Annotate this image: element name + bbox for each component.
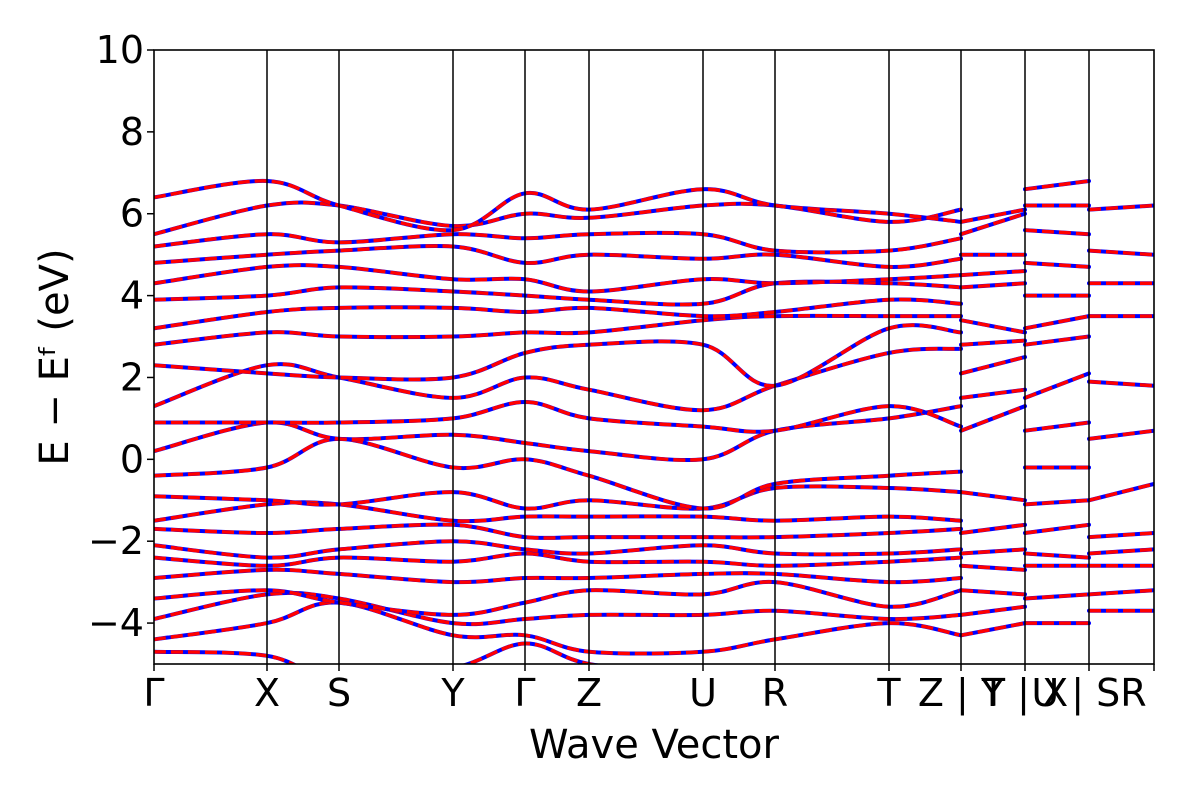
plot-frame — [153, 49, 1155, 665]
y-tick-label: −4 — [88, 601, 144, 645]
band-line-dashed — [154, 347, 962, 412]
band-line-dashed — [960, 621, 1026, 638]
band-line-dashed — [154, 323, 962, 388]
band-line-dashed — [154, 263, 962, 294]
band-line-dashed — [960, 490, 1026, 503]
band-line-dashed — [960, 355, 1026, 376]
x-tick-label: Z — [576, 671, 602, 715]
band-line-dashed — [1024, 314, 1090, 331]
x-tick-label: Γ — [514, 671, 535, 715]
band-line-dashed — [1024, 179, 1090, 191]
y-tick-label: 10 — [96, 28, 144, 72]
band-line-dashed — [960, 547, 1026, 556]
band-line-dashed — [154, 404, 962, 462]
x-tick-label: T | X — [981, 671, 1068, 716]
band-line-dashed — [154, 551, 962, 568]
band-line-dashed — [960, 212, 1026, 236]
band-line-dashed — [154, 522, 962, 540]
band-line-dashed — [154, 437, 962, 511]
band-line-dashed — [1024, 228, 1090, 236]
y-axis: −4 −2 0 2 4 6 8 10 — [88, 28, 154, 645]
band-line-dashed — [154, 641, 601, 664]
band-line-dashed — [1024, 592, 1090, 601]
band-line-dashed — [154, 244, 962, 269]
band-line-dashed — [154, 231, 962, 255]
band-line-dashed — [1024, 523, 1090, 535]
bands-layer — [154, 178, 1154, 664]
band-line-dashed — [1088, 588, 1154, 597]
band-line-dashed — [960, 564, 1026, 572]
band-line-dashed — [1024, 498, 1090, 507]
band-line-dashed — [960, 318, 1026, 335]
band-line-dashed — [960, 523, 1026, 535]
y-tick-label: −2 — [88, 519, 144, 563]
y-tick-label: 8 — [120, 110, 144, 154]
band-line-dashed — [960, 281, 1026, 290]
x-tick-label: Y — [440, 671, 465, 715]
band-line-dashed — [1088, 248, 1154, 257]
band-line-dashed — [154, 297, 962, 331]
band-line-dashed — [960, 387, 1026, 400]
y-tick-label: 0 — [120, 437, 144, 481]
band-line-dashed — [154, 539, 962, 560]
band-line-dashed — [960, 338, 1026, 347]
band-line-dashed — [960, 207, 1026, 224]
x-tick-label: U — [689, 671, 717, 715]
band-line-dashed — [960, 588, 1026, 597]
band-line-dashed — [1024, 334, 1090, 347]
band-line-dashed — [1088, 531, 1154, 539]
band-line-dashed — [154, 200, 962, 236]
band-line-dashed — [154, 179, 962, 232]
band-line-dashed — [154, 279, 962, 307]
band-line-dashed — [960, 269, 1026, 277]
x-tick-label: Z | Y — [918, 671, 1005, 716]
band-line-dashed — [1088, 482, 1154, 502]
band-line-dashed — [1024, 261, 1090, 269]
band-line-dashed — [1088, 547, 1154, 556]
band-line-dashed — [1024, 551, 1090, 560]
x-tick-label: T — [876, 671, 901, 715]
y-tick-label: 2 — [120, 355, 144, 399]
band-line-dashed — [1088, 203, 1154, 212]
band-line-dashed — [154, 580, 962, 617]
band-line-dashed — [154, 600, 962, 656]
x-axis-title: Wave Vector — [529, 722, 780, 768]
band-line-dashed — [1024, 420, 1090, 433]
y-tick-label: 4 — [120, 274, 144, 318]
y-tick-label: 6 — [120, 192, 144, 236]
band-line-dashed — [960, 604, 1026, 617]
x-tick-label: U | SR — [1031, 671, 1146, 716]
x-tick-label: Γ — [143, 671, 164, 715]
y-axis-title: E − Eᶠ (eV) — [32, 248, 78, 465]
band-line-dashed — [1088, 379, 1154, 388]
band-line-dashed — [1088, 428, 1154, 441]
x-tick-label: X — [254, 671, 280, 715]
band-line-dashed — [1024, 371, 1090, 400]
band-line-dashed — [154, 314, 961, 347]
band-line-dashed — [154, 400, 962, 434]
band-line-dashed — [154, 484, 962, 511]
x-tick-label: R — [762, 671, 788, 715]
band-line-dashed — [960, 404, 1026, 433]
band-line-dashed — [154, 568, 962, 584]
high-symmetry-lines — [266, 50, 1090, 664]
x-tick-label: S — [327, 671, 351, 715]
